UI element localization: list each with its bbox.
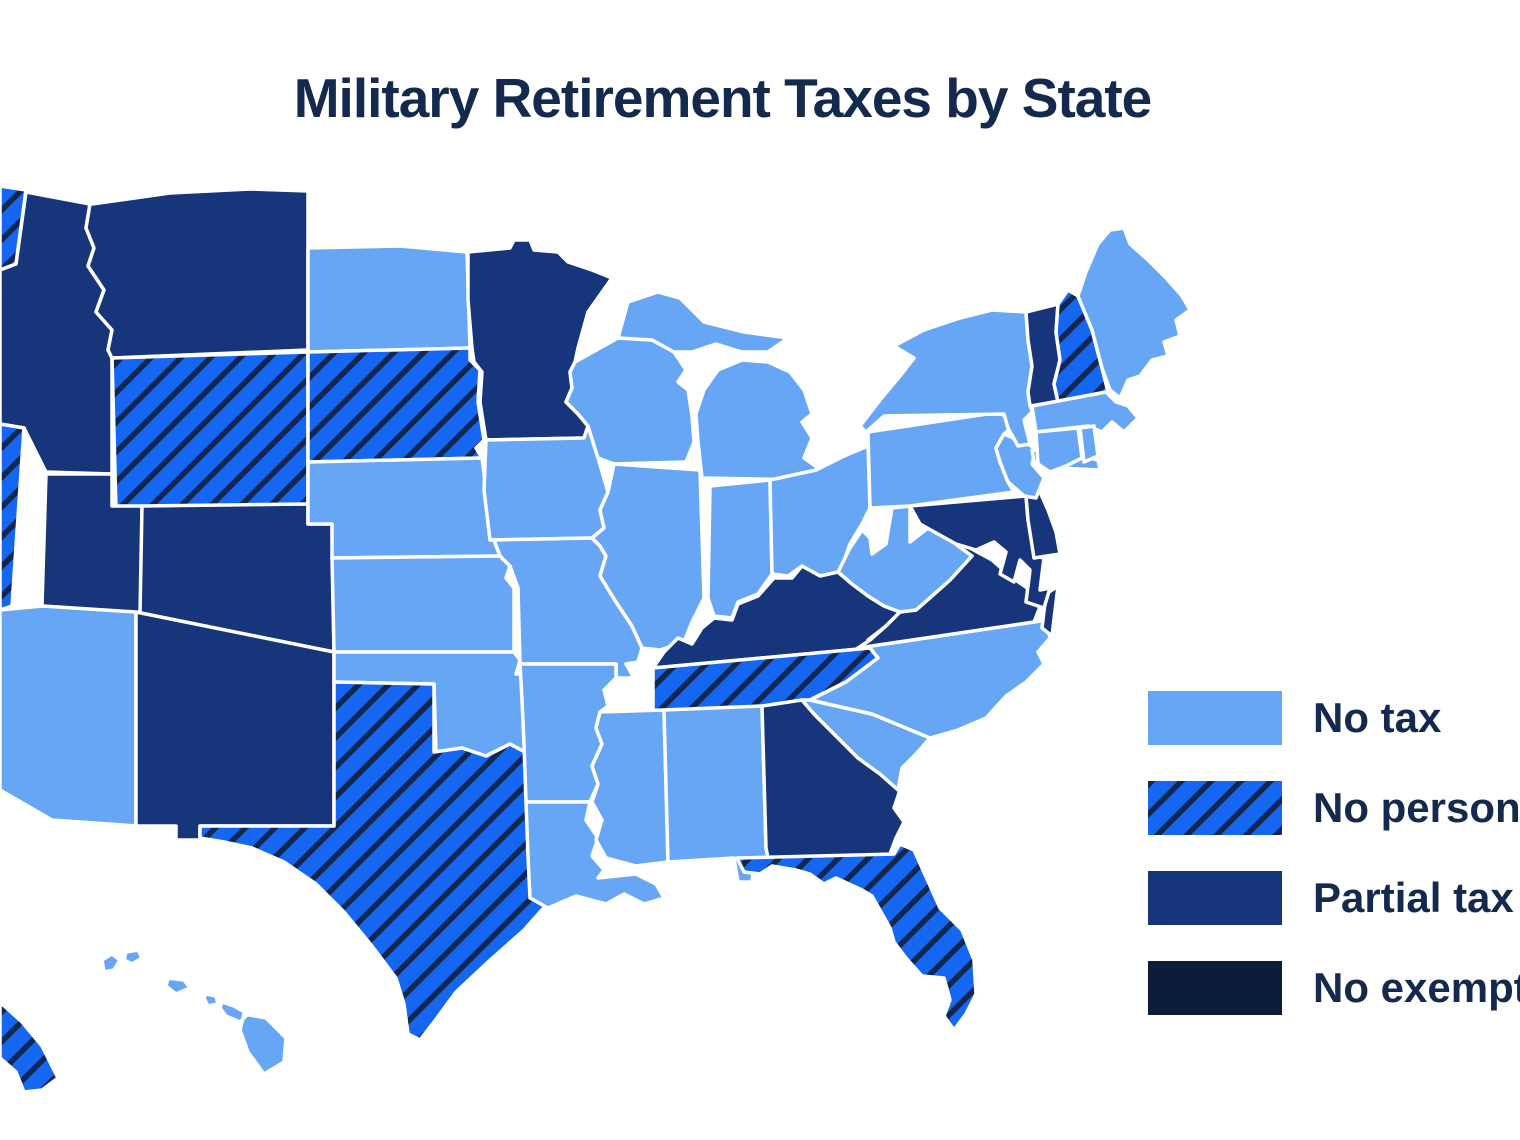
state-arizona <box>0 604 138 828</box>
state-nebraska <box>306 456 502 560</box>
state-iowa <box>482 424 610 542</box>
legend-row-no-exemption: No exemption <box>1148 960 1520 1016</box>
legend-swatch-partial-tax <box>1148 871 1282 925</box>
state-pennsylvania <box>866 410 1016 510</box>
state-florida <box>735 842 978 1032</box>
state-north-dakota <box>306 244 472 354</box>
legend-swatch-no-tax <box>1148 691 1282 745</box>
state-connecticut <box>1034 426 1084 474</box>
state-new-mexico <box>134 610 336 842</box>
state-kansas <box>330 554 516 654</box>
legend-row-no-tax: No tax <box>1148 690 1520 746</box>
legend-label-no-exemption: No exemption <box>1313 964 1520 1011</box>
state-texas <box>198 680 568 1042</box>
state-montana <box>84 187 310 360</box>
legend-label-partial-tax: Partial tax <box>1313 874 1514 921</box>
legend-row-partial-tax: Partial tax <box>1148 870 1520 926</box>
legend-label-no-tax: No tax <box>1313 694 1442 741</box>
state-alabama <box>662 704 774 884</box>
state-mississippi <box>590 708 670 868</box>
state-ohio <box>768 444 872 580</box>
legend-swatch-no-exemption <box>1148 961 1282 1015</box>
legend-row-no-personal-income-tax: No personal income tax <box>1148 780 1520 836</box>
state-illinois <box>590 462 706 652</box>
state-michigan <box>616 290 820 482</box>
state-delaware <box>1024 490 1062 560</box>
state-nevada <box>0 422 26 612</box>
state-alaska <box>0 1000 60 1094</box>
state-maine <box>1076 226 1192 400</box>
legend: No tax No personal income tax Partial ta… <box>1148 690 1520 1050</box>
legend-swatch-no-personal-income-tax <box>1148 781 1282 835</box>
state-hawaii <box>100 948 288 1076</box>
state-wyoming <box>110 350 310 512</box>
state-south-dakota <box>306 346 486 464</box>
state-rhode-island <box>1078 424 1100 464</box>
page-title: Military Retirement Taxes by State <box>293 67 1153 129</box>
legend-label-no-personal-income-tax: No personal income tax <box>1313 784 1520 831</box>
